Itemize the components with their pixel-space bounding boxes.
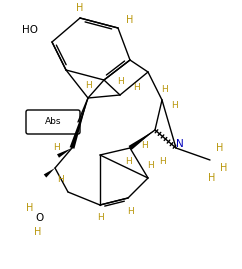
Text: H: H [76, 3, 84, 13]
Text: Abs: Abs [45, 118, 61, 126]
Text: H: H [53, 143, 59, 153]
Text: H: H [85, 80, 91, 90]
Text: H: H [216, 143, 224, 153]
Polygon shape [129, 130, 155, 150]
Text: H: H [97, 214, 103, 222]
FancyBboxPatch shape [26, 110, 80, 134]
Text: H: H [147, 161, 153, 169]
Polygon shape [44, 168, 55, 178]
Text: H: H [159, 158, 165, 167]
Text: H: H [127, 207, 133, 217]
Text: H: H [142, 140, 148, 150]
Text: H: H [208, 173, 216, 183]
Text: H: H [117, 77, 123, 87]
Polygon shape [57, 148, 72, 158]
Polygon shape [70, 98, 88, 149]
Text: H: H [26, 203, 34, 213]
Text: H: H [220, 163, 228, 173]
Text: H: H [126, 15, 134, 25]
Text: HO: HO [22, 25, 38, 35]
Text: H: H [125, 158, 131, 167]
Text: H: H [57, 175, 63, 185]
Text: O: O [36, 213, 44, 223]
Text: H: H [172, 101, 178, 111]
Text: H: H [133, 83, 139, 93]
Text: N: N [176, 139, 184, 149]
Text: H: H [34, 227, 42, 237]
Text: H: H [162, 86, 168, 94]
